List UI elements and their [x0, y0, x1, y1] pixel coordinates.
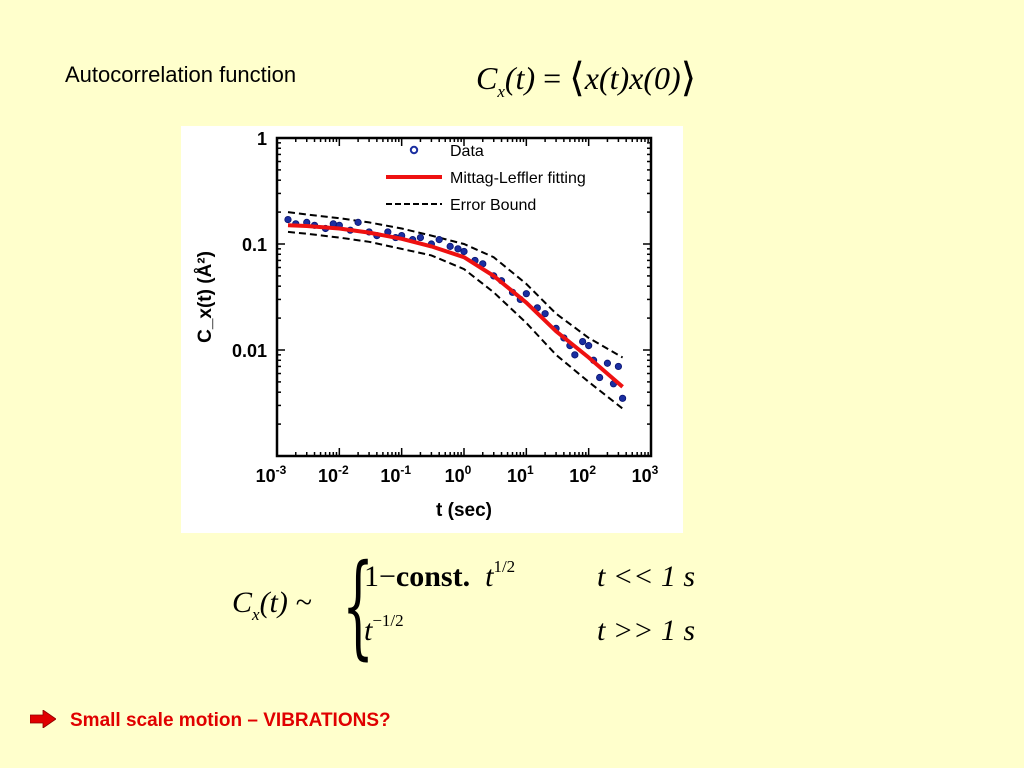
case-long-condition: t >> 1 s	[597, 614, 695, 647]
asymptotic-lhs-subscript: x	[252, 605, 260, 624]
y-axis-label: C_x(t) (Å²)	[195, 251, 216, 343]
left-angle-bracket: ⟨	[569, 55, 585, 100]
bullet-text: Small scale motion – VIBRATIONS?	[70, 710, 391, 731]
error-bound-line	[287, 211, 624, 359]
x-axis-label: t (sec)	[436, 500, 492, 521]
y-tick-label: 1	[257, 129, 267, 149]
right-arrow-icon	[30, 710, 56, 728]
legend-label: Error Bound	[450, 197, 536, 214]
data-point	[541, 310, 549, 318]
asymptotic-lhs: Cx(t) ~	[232, 586, 312, 624]
asymptotic-formula: Cx(t) ~ { 1−const. t1/2 t << 1 s t−1/2 t…	[232, 541, 712, 671]
data-point	[354, 218, 362, 226]
data-point	[522, 290, 530, 298]
case-short-prefix: 1−	[364, 560, 396, 593]
case-long-exponent: −1/2	[372, 611, 404, 630]
y-tick-label: 0.01	[232, 341, 267, 361]
x-tick-label: 103	[632, 463, 659, 486]
data-point	[614, 362, 623, 371]
data-point	[618, 394, 627, 402]
asymptotic-case-long: t−1/2	[364, 611, 404, 648]
data-point	[579, 338, 587, 346]
legend-label: Data	[450, 143, 484, 160]
mittag-leffler-fit-line	[287, 223, 624, 389]
asymptotic-lhs-symbol: C	[232, 586, 253, 619]
formula-rhs-body: x(t)x(0)	[584, 60, 681, 96]
x-tick-label: 100	[445, 463, 472, 486]
case-short-condition: t << 1 s	[597, 560, 695, 593]
x-tick-label: 102	[569, 463, 596, 486]
y-tick-label: 0.1	[242, 235, 267, 255]
autocorrelation-chart: 1 0.1 0.01 10-3 10-2 10-1 100 101 102 103 t (sec) C…	[195, 129, 659, 521]
x-tick-label: 10-2	[318, 463, 349, 486]
left-brace: {	[342, 541, 375, 671]
case-long-t: t	[364, 614, 373, 647]
data-point	[460, 247, 468, 256]
case-short-t: t	[485, 560, 494, 593]
error-bound-line	[287, 230, 624, 410]
case-short-const: const.	[395, 560, 471, 593]
x-tick-label: 101	[507, 463, 534, 486]
data-point	[435, 236, 443, 244]
data-point	[284, 215, 292, 224]
data-point	[571, 351, 579, 359]
formula-lhs-arg: (t)	[504, 60, 536, 96]
x-tick-label: 10-3	[256, 463, 287, 486]
autocorrelation-formula: Cx(t) = ⟨x(t)x(0)⟩	[476, 52, 697, 101]
slide-heading: Autocorrelation function	[65, 62, 297, 87]
right-angle-bracket: ⟩	[680, 55, 697, 100]
data-point	[603, 359, 612, 367]
data-point	[585, 342, 593, 350]
asymptotic-case-short: 1−const. t1/2	[364, 557, 516, 594]
data-point	[454, 245, 462, 253]
case-short-exponent: 1/2	[493, 557, 516, 576]
data-point	[416, 233, 425, 242]
legend-label: Mittag-Leffler fitting	[450, 170, 586, 187]
legend-marker	[409, 145, 419, 155]
data-point	[596, 373, 604, 382]
data-point	[446, 242, 454, 250]
formula-lhs-subscript: x	[497, 82, 505, 101]
formula-lhs-symbol: C	[476, 60, 498, 96]
formula-equals: =	[543, 60, 562, 96]
x-tick-label: 10-1	[380, 463, 411, 486]
chart-panel: 1 0.1 0.01 10-3 10-2 10-1 100 101 102 103 t (sec) C…	[181, 126, 683, 533]
asymptotic-lhs-arg: (t) ~	[259, 586, 312, 619]
